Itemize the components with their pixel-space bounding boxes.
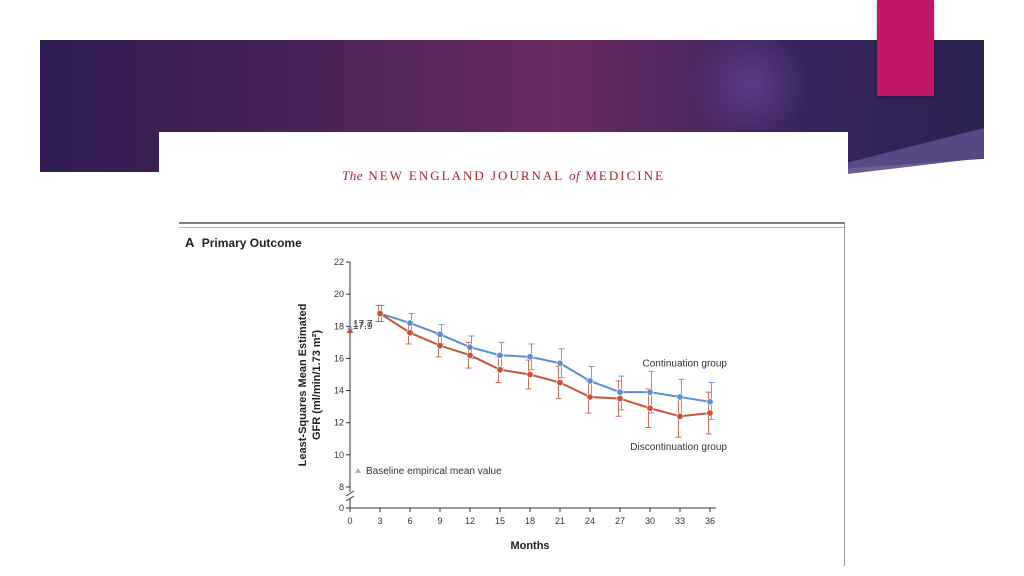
journal-prefix: The [342, 168, 364, 183]
data-point [526, 370, 534, 378]
data-point [556, 359, 564, 367]
y-tick-label: 10 [334, 450, 344, 460]
data-point [646, 388, 654, 396]
data-point [586, 377, 594, 385]
data-point [436, 342, 444, 350]
y-axis-title-line1: Least-Squares Mean Estimated [297, 304, 309, 467]
y-tick-label: 14 [334, 386, 344, 396]
data-point [406, 329, 414, 337]
x-tick-label: 9 [437, 516, 442, 526]
series-label-discontinuation: Discontinuation group [630, 442, 727, 453]
accent-tab [877, 0, 934, 96]
y-tick-label: 20 [334, 289, 344, 299]
error-bars [375, 304, 715, 438]
data-point [586, 393, 594, 401]
data-point [466, 351, 474, 359]
series-line [379, 312, 711, 403]
figure-panel: The NEW ENGLAND JOURNAL of MEDICINE A Pr… [159, 132, 848, 566]
data-point [706, 398, 714, 406]
data-point [436, 330, 444, 338]
x-tick-label: 15 [495, 516, 505, 526]
axis-break-mark [345, 490, 355, 497]
data-point [616, 388, 624, 396]
data-point [466, 343, 474, 351]
y-tick-label: 16 [334, 353, 344, 363]
chart-labels: Months Least-Squares Mean Estimated GFR (m… [297, 304, 727, 552]
x-tick-label: 18 [525, 516, 535, 526]
data-point [496, 351, 504, 359]
y-tick-label: 8 [339, 482, 344, 492]
series-label-continuation: Continuation group [642, 358, 727, 369]
x-tick-label: 21 [555, 516, 565, 526]
figure-frame [179, 222, 845, 566]
panel-letter: A [185, 235, 195, 250]
data-point [526, 353, 534, 361]
y-tick-label: 12 [334, 418, 344, 428]
panel-label: A Primary Outcome [185, 235, 302, 250]
data-point [646, 404, 654, 412]
data-point [706, 409, 714, 417]
y-axis-title: Least-Squares Mean Estimated GFR (ml/min/… [297, 304, 323, 467]
baseline-legend-label: Baseline empirical mean value [366, 466, 502, 477]
y-tick-label: 18 [334, 321, 344, 331]
x-tick-label: 6 [407, 516, 412, 526]
y-tick-label: 22 [334, 257, 344, 267]
journal-masthead: The NEW ENGLAND JOURNAL of MEDICINE [159, 168, 848, 184]
journal-main: NEW ENGLAND JOURNAL [368, 168, 564, 183]
x-tick-label: 12 [465, 516, 475, 526]
data-point [676, 412, 684, 420]
baseline-marker [346, 323, 354, 330]
data-point [676, 393, 684, 401]
baseline-legend-marker [355, 467, 361, 473]
data-point [556, 379, 564, 387]
x-tick-label: 27 [615, 516, 625, 526]
baseline-value-upper: 17.9 [353, 321, 373, 332]
baseline-marker [346, 327, 354, 334]
axis-break-mark [345, 495, 355, 502]
data-point [406, 319, 414, 327]
data-points [346, 309, 714, 420]
series-lines [379, 312, 711, 418]
series-line [379, 312, 711, 418]
banner-glow [680, 40, 820, 130]
x-tick-label: 36 [705, 516, 715, 526]
x-tick-label: 0 [347, 516, 352, 526]
chart-title: Primary Outcome [201, 236, 302, 250]
data-point [376, 309, 384, 317]
data-point [616, 395, 624, 403]
x-tick-label: 33 [675, 516, 685, 526]
y-axis-title-line2: GFR (ml/min/1.73 m²) [311, 330, 323, 440]
journal-of: of [569, 168, 581, 183]
x-tick-label: 3 [377, 516, 382, 526]
journal-end: MEDICINE [585, 168, 665, 183]
x-tick-label: 30 [645, 516, 655, 526]
y-tick-label: 0 [339, 503, 344, 513]
x-tick-label: 24 [585, 516, 595, 526]
baseline-value-lower: 17.7 [353, 319, 373, 330]
x-axis-title: Months [510, 540, 549, 552]
data-point [496, 366, 504, 374]
